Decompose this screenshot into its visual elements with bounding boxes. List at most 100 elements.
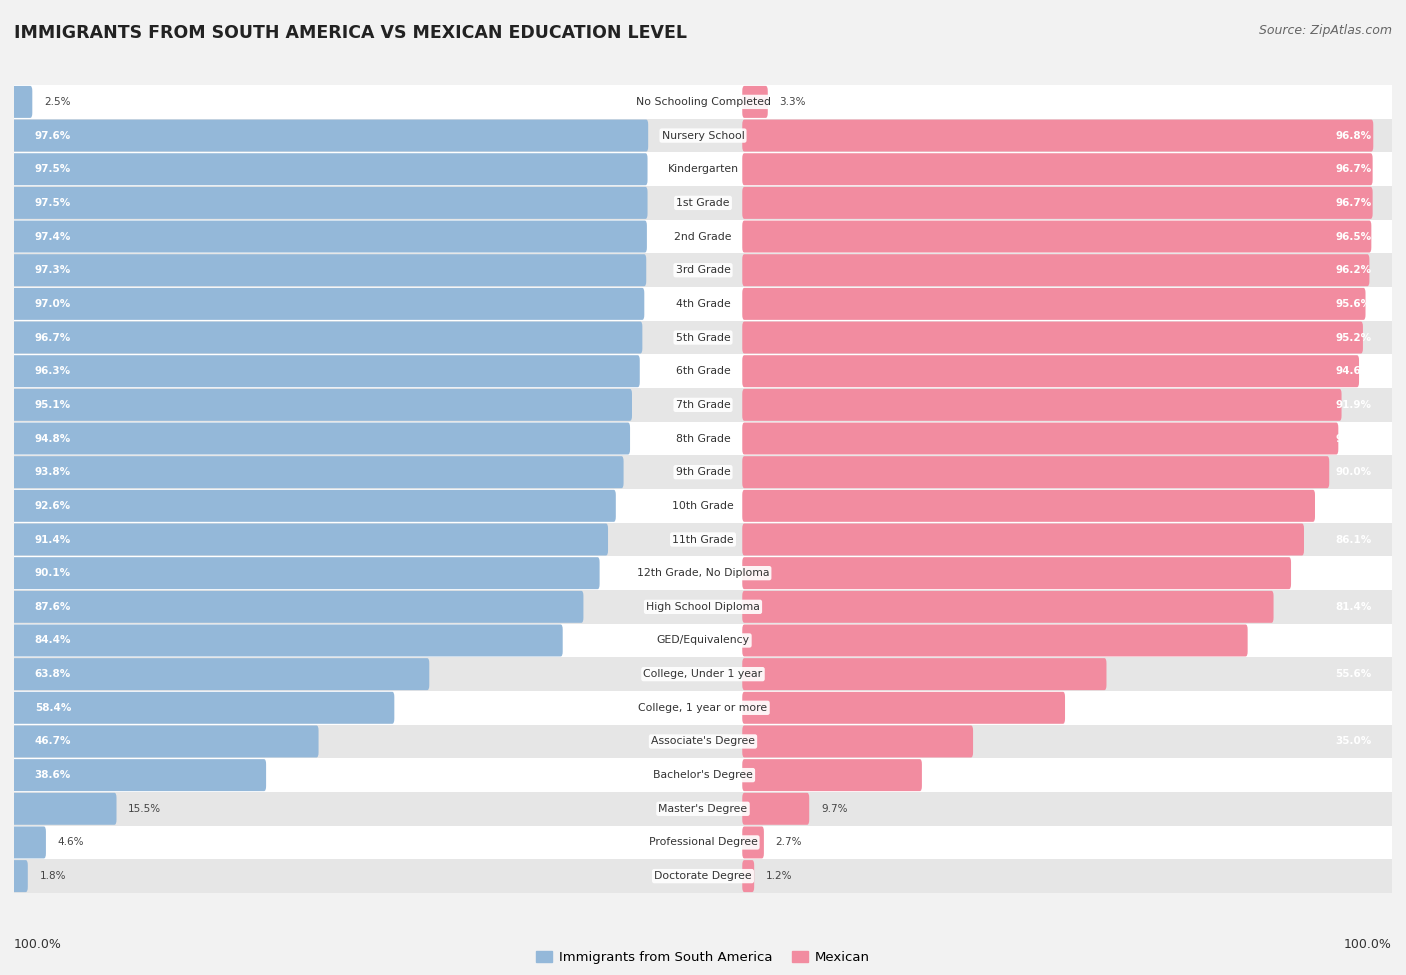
Text: Associate's Degree: Associate's Degree [651,736,755,747]
FancyBboxPatch shape [14,489,1392,523]
Text: 97.3%: 97.3% [35,265,70,275]
FancyBboxPatch shape [13,827,46,858]
FancyBboxPatch shape [742,187,1372,218]
Text: College, Under 1 year: College, Under 1 year [644,669,762,680]
FancyBboxPatch shape [13,793,117,825]
Text: 100.0%: 100.0% [1344,938,1392,951]
Text: 94.6%: 94.6% [1336,367,1371,376]
Text: 95.1%: 95.1% [35,400,70,410]
FancyBboxPatch shape [13,860,28,892]
FancyBboxPatch shape [742,625,1247,656]
FancyBboxPatch shape [742,557,1291,589]
FancyBboxPatch shape [742,793,810,825]
Text: 97.4%: 97.4% [35,231,72,242]
FancyBboxPatch shape [13,153,648,185]
Text: 12th Grade, No Diploma: 12th Grade, No Diploma [637,568,769,578]
Text: 95.2%: 95.2% [1336,332,1371,342]
FancyBboxPatch shape [742,524,1303,556]
FancyBboxPatch shape [14,287,1392,321]
FancyBboxPatch shape [13,389,633,421]
FancyBboxPatch shape [14,724,1392,759]
Text: 46.7%: 46.7% [35,736,72,747]
Text: 96.3%: 96.3% [35,367,70,376]
FancyBboxPatch shape [13,254,647,287]
Text: 3rd Grade: 3rd Grade [675,265,731,275]
FancyBboxPatch shape [13,625,562,656]
FancyBboxPatch shape [13,422,630,454]
Text: 11th Grade: 11th Grade [672,534,734,544]
FancyBboxPatch shape [742,591,1274,623]
FancyBboxPatch shape [742,288,1365,320]
Text: 7th Grade: 7th Grade [676,400,730,410]
Text: 1.8%: 1.8% [39,871,66,881]
FancyBboxPatch shape [742,389,1341,421]
Text: 4.6%: 4.6% [58,838,84,847]
FancyBboxPatch shape [14,624,1392,657]
Text: 93.8%: 93.8% [35,467,70,477]
Text: 96.8%: 96.8% [1336,131,1371,140]
Text: 9th Grade: 9th Grade [676,467,730,477]
Text: Doctorate Degree: Doctorate Degree [654,871,752,881]
Text: Professional Degree: Professional Degree [648,838,758,847]
Text: 63.8%: 63.8% [35,669,70,680]
FancyBboxPatch shape [742,220,1371,253]
Text: 81.4%: 81.4% [1334,602,1371,612]
Text: College, 1 year or more: College, 1 year or more [638,703,768,713]
Text: 1st Grade: 1st Grade [676,198,730,208]
Text: GED/Equivalency: GED/Equivalency [657,636,749,645]
Text: 49.2%: 49.2% [1336,703,1371,713]
FancyBboxPatch shape [14,186,1392,219]
FancyBboxPatch shape [742,322,1362,354]
FancyBboxPatch shape [13,658,429,690]
Text: 96.7%: 96.7% [35,332,70,342]
Text: 3.3%: 3.3% [779,97,806,107]
FancyBboxPatch shape [742,86,768,118]
FancyBboxPatch shape [742,725,973,758]
Legend: Immigrants from South America, Mexican: Immigrants from South America, Mexican [531,946,875,969]
Text: 10th Grade: 10th Grade [672,501,734,511]
Text: 95.6%: 95.6% [1336,299,1371,309]
FancyBboxPatch shape [14,590,1392,624]
FancyBboxPatch shape [14,119,1392,152]
FancyBboxPatch shape [14,85,1392,119]
FancyBboxPatch shape [13,120,648,151]
FancyBboxPatch shape [14,523,1392,557]
Text: 96.7%: 96.7% [1336,198,1371,208]
Text: 27.1%: 27.1% [1334,770,1371,780]
FancyBboxPatch shape [14,422,1392,455]
FancyBboxPatch shape [742,860,754,892]
Text: 84.1%: 84.1% [1334,568,1371,578]
FancyBboxPatch shape [14,254,1392,287]
Text: No Schooling Completed: No Schooling Completed [636,97,770,107]
Text: 90.0%: 90.0% [1336,467,1371,477]
FancyBboxPatch shape [742,658,1107,690]
FancyBboxPatch shape [742,254,1369,287]
FancyBboxPatch shape [14,657,1392,691]
FancyBboxPatch shape [742,120,1374,151]
FancyBboxPatch shape [14,826,1392,859]
FancyBboxPatch shape [13,456,624,488]
FancyBboxPatch shape [14,691,1392,724]
Text: 84.4%: 84.4% [35,636,72,645]
FancyBboxPatch shape [13,524,607,556]
Text: 5th Grade: 5th Grade [676,332,730,342]
FancyBboxPatch shape [742,355,1360,387]
FancyBboxPatch shape [13,187,648,218]
FancyBboxPatch shape [14,321,1392,354]
FancyBboxPatch shape [13,355,640,387]
FancyBboxPatch shape [742,153,1372,185]
Text: 35.0%: 35.0% [1336,736,1371,747]
Text: Bachelor's Degree: Bachelor's Degree [652,770,754,780]
FancyBboxPatch shape [13,220,647,253]
Text: 91.9%: 91.9% [1336,400,1371,410]
FancyBboxPatch shape [13,591,583,623]
FancyBboxPatch shape [14,557,1392,590]
Text: 92.6%: 92.6% [35,501,70,511]
Text: 1.2%: 1.2% [766,871,793,881]
Text: Master's Degree: Master's Degree [658,803,748,814]
Text: 9.7%: 9.7% [821,803,848,814]
FancyBboxPatch shape [14,859,1392,893]
Text: 55.6%: 55.6% [1336,669,1371,680]
Text: 97.6%: 97.6% [35,131,70,140]
Text: 4th Grade: 4th Grade [676,299,730,309]
